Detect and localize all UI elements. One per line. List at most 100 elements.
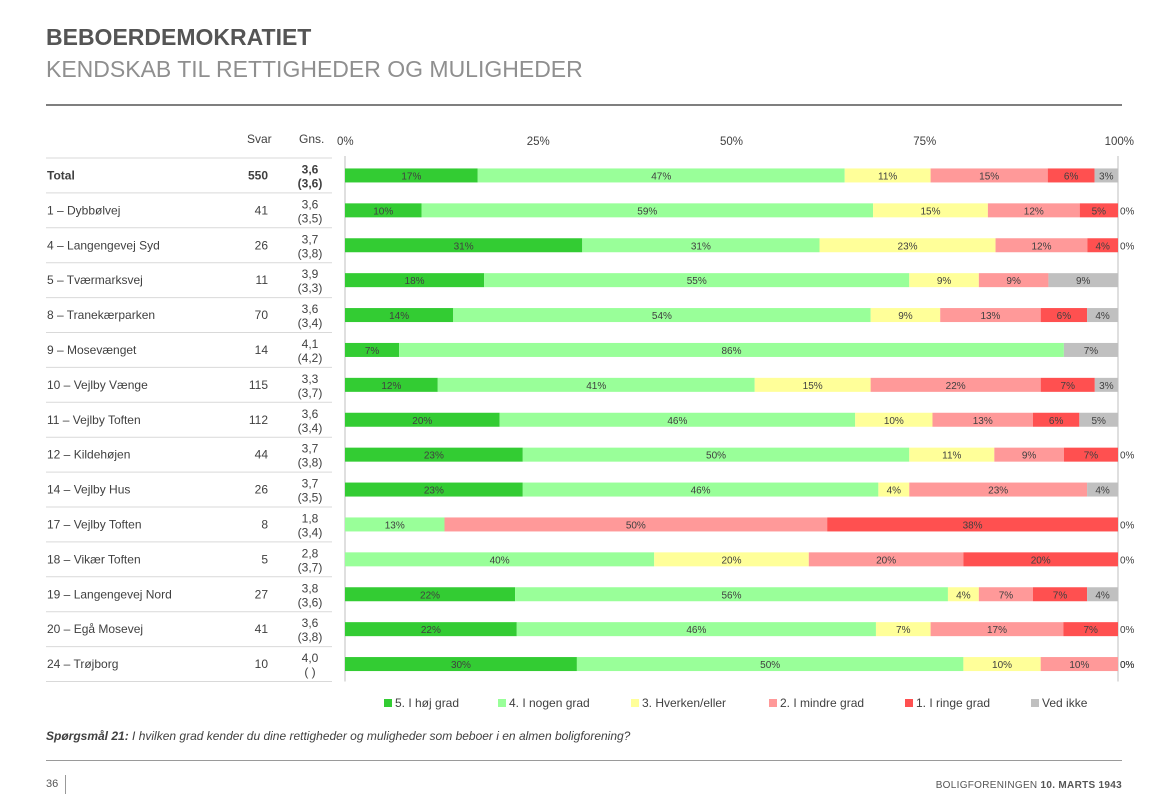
row-svar: 115 [249, 378, 268, 392]
bar-segment [522, 482, 879, 497]
bar-segment [345, 273, 485, 288]
axis-tick-label: 75% [913, 136, 936, 148]
bar-data-label: 15% [920, 206, 940, 217]
bar-segment [878, 482, 910, 497]
bar-data-label: 5% [1091, 416, 1106, 427]
bar-data-label: 7% [999, 590, 1014, 601]
row-svar: 8 [261, 517, 268, 531]
row-svar: 112 [249, 413, 268, 427]
bar-segment [947, 587, 979, 602]
row-svar: 11 [256, 273, 269, 287]
bar-data-label: 47% [651, 171, 671, 182]
bar-segment [399, 342, 1064, 357]
bar-segment [1047, 168, 1095, 183]
bar-segment [963, 552, 1118, 567]
bar-data-label: 55% [687, 276, 707, 287]
bar-data-label: 7% [1083, 625, 1098, 636]
row-label: 9 – Mosevænget [47, 343, 137, 357]
row-label: 17 – Vejlby Toften [47, 517, 142, 531]
bar-data-label: 11% [942, 451, 961, 462]
bar-segment [437, 377, 755, 392]
legend-label: 5. I høj grad [395, 696, 459, 710]
bar-data-label: 9% [1076, 276, 1091, 287]
bar-data-label: 20% [876, 555, 896, 566]
bar-segment [345, 552, 655, 567]
row-label: 4 – Langengevej Syd [47, 238, 160, 252]
bar-data-label: 10% [1069, 660, 1089, 671]
bar-data-label: 15% [803, 381, 823, 392]
bar-data-label: 13% [385, 520, 405, 531]
bar-data-label: 22% [946, 381, 966, 392]
bar-data-label: 0% [1120, 660, 1135, 671]
row-gns-previous: (3,6) [298, 176, 323, 190]
bar-segment [855, 412, 933, 427]
bar-segment [345, 203, 422, 218]
bar-segment [345, 657, 577, 672]
bar-data-label: 3% [1099, 381, 1114, 392]
bar-data-label: 7% [1053, 590, 1068, 601]
bar-segment [1079, 412, 1118, 427]
bar-data-label: 6% [1064, 171, 1079, 182]
bar-segment [522, 447, 910, 462]
bar-data-label: 13% [973, 416, 993, 427]
legend-swatch [631, 699, 639, 707]
axis-tick-label: 0% [337, 136, 354, 148]
bar-data-label: 17% [401, 171, 421, 182]
bar-data-label: 50% [706, 451, 726, 462]
bar-data-label: 0% [1120, 660, 1135, 671]
row-svar: 10 [255, 657, 269, 671]
row-label: 24 – Trøjborg [47, 657, 118, 671]
row-gns-previous: (3,3) [298, 281, 323, 295]
bar-data-label: 86% [721, 346, 741, 357]
row-svar: 44 [255, 448, 269, 462]
row-gns: 3,3 [302, 372, 319, 386]
column-header-svar: Svar [247, 132, 272, 146]
bar-data-label: 50% [760, 660, 780, 671]
bar-segment [963, 657, 1041, 672]
bar-data-label: 11% [878, 171, 897, 182]
bar-segment [754, 377, 871, 392]
bar-segment [1087, 238, 1118, 253]
bar-segment [994, 447, 1064, 462]
bar-segment [421, 203, 874, 218]
bar-segment [909, 273, 979, 288]
bar-segment [1040, 308, 1088, 323]
bar-data-label: 10% [373, 206, 393, 217]
bar-segment [1063, 622, 1118, 637]
page-number-separator [65, 775, 66, 794]
legend-swatch [905, 699, 913, 707]
bar-data-label: 4% [1095, 590, 1110, 601]
bar-segment [582, 238, 820, 253]
bar-data-label: 30% [451, 660, 471, 671]
bar-segment [345, 238, 583, 253]
axis-tick-label: 100% [1105, 136, 1134, 148]
bar-segment [1087, 308, 1118, 323]
row-gns: 3,6 [302, 407, 319, 421]
bar-segment [1087, 587, 1118, 602]
bar-data-label: 0% [1120, 555, 1135, 566]
bar-segment [978, 587, 1033, 602]
bar-segment [870, 377, 1041, 392]
bar-segment [1048, 273, 1118, 288]
bar-segment [345, 587, 516, 602]
question-text: Spørgsmål 21: I hvilken grad kender du d… [46, 729, 631, 743]
column-header-gns: Gns. [299, 132, 325, 146]
bar-data-label: 9% [1006, 276, 1021, 287]
row-gns-previous: (4,2) [298, 351, 323, 365]
axis-tick-label: 25% [527, 136, 550, 148]
footer-divider [46, 760, 1122, 761]
bar-data-label: 22% [420, 590, 440, 601]
row-gns-previous: (3,8) [298, 246, 323, 260]
row-gns-previous: (3,7) [298, 560, 323, 574]
bar-data-label: 6% [1049, 416, 1064, 427]
bar-data-label: 7% [365, 346, 380, 357]
footer-label: BOLIGFORENINGEN 10. MARTS 1943 [935, 780, 1122, 791]
bar-data-label: 46% [686, 625, 706, 636]
bar-segment [844, 168, 931, 183]
bar-segment [345, 622, 517, 637]
row-gns-previous: (3,5) [298, 211, 323, 225]
bar-segment [1063, 342, 1118, 357]
bar-data-label: 38% [963, 520, 983, 531]
bar-segment [1079, 203, 1118, 218]
row-label: 8 – Tranekærparken [47, 308, 155, 322]
